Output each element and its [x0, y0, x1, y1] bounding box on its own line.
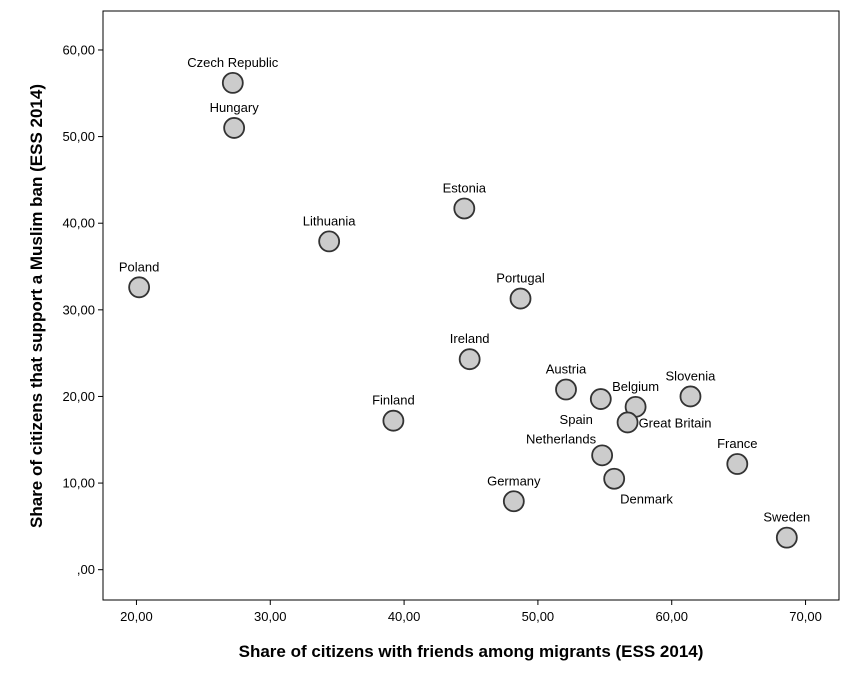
- x-tick-label: 20,00: [120, 609, 153, 624]
- data-point: [223, 117, 246, 139]
- point-label: Denmark: [620, 492, 673, 507]
- data-point: [453, 197, 476, 220]
- x-tick-label: 40,00: [388, 609, 421, 624]
- point-label: Lithuania: [303, 213, 357, 228]
- point-label: Poland: [119, 259, 159, 274]
- x-tick-label: 70,00: [789, 609, 822, 624]
- data-point: [318, 230, 341, 253]
- x-tick-label: 30,00: [254, 609, 287, 624]
- data-point: [775, 526, 798, 549]
- data-point: [726, 453, 749, 475]
- data-point: [591, 444, 614, 467]
- data-point: [221, 71, 244, 94]
- point-label: Germany: [487, 473, 541, 488]
- data-point: [509, 287, 532, 310]
- y-tick-label: 50,00: [62, 129, 95, 144]
- x-axis-title: Share of citizens with friends among mig…: [239, 642, 704, 661]
- x-tick-label: 50,00: [522, 609, 555, 624]
- point-label: Ireland: [450, 331, 490, 346]
- data-point: [128, 276, 151, 299]
- point-label: Austria: [546, 362, 587, 377]
- data-point: [603, 467, 626, 490]
- data-point: [458, 348, 481, 371]
- y-axis-title: Share of citizens that support a Muslim …: [27, 84, 46, 528]
- y-tick-label: 40,00: [62, 216, 95, 231]
- point-label: Sweden: [763, 510, 810, 525]
- point-label: Netherlands: [526, 431, 597, 446]
- point-label: Hungary: [210, 100, 260, 115]
- data-point: [555, 378, 577, 401]
- y-tick-label: 20,00: [62, 389, 95, 404]
- y-tick-label: 60,00: [62, 42, 95, 57]
- point-label: Estonia: [443, 180, 487, 195]
- data-points: Czech Republic Hungary Estonia Lithuania Pol…: [119, 55, 810, 549]
- data-point: [502, 490, 525, 513]
- y-tick-label: ,00: [77, 562, 95, 577]
- data-point: [616, 411, 639, 434]
- point-label: Portugal: [496, 271, 545, 286]
- x-tick-label: 60,00: [655, 609, 688, 624]
- point-label: Finland: [372, 393, 415, 408]
- point-label: Czech Republic: [187, 55, 279, 70]
- plot-frame: [102, 10, 840, 601]
- data-point: [589, 388, 612, 410]
- data-point: [382, 409, 405, 432]
- y-tick-label: 10,00: [62, 476, 95, 491]
- point-label: France: [717, 436, 757, 451]
- x-axis-ticks: 20,00 30,00 40,00 50,00 60,00 70,00: [120, 600, 822, 624]
- point-label: Belgium: [612, 379, 659, 394]
- point-label: Great Britain: [639, 415, 712, 430]
- y-axis-ticks: ,00 10,00 20,00 30,00 40,00 50,00 60,00: [62, 42, 103, 577]
- y-tick-label: 30,00: [62, 302, 95, 317]
- point-label: Slovenia: [666, 368, 717, 383]
- point-label: Spain: [560, 412, 593, 427]
- data-point: [679, 385, 702, 408]
